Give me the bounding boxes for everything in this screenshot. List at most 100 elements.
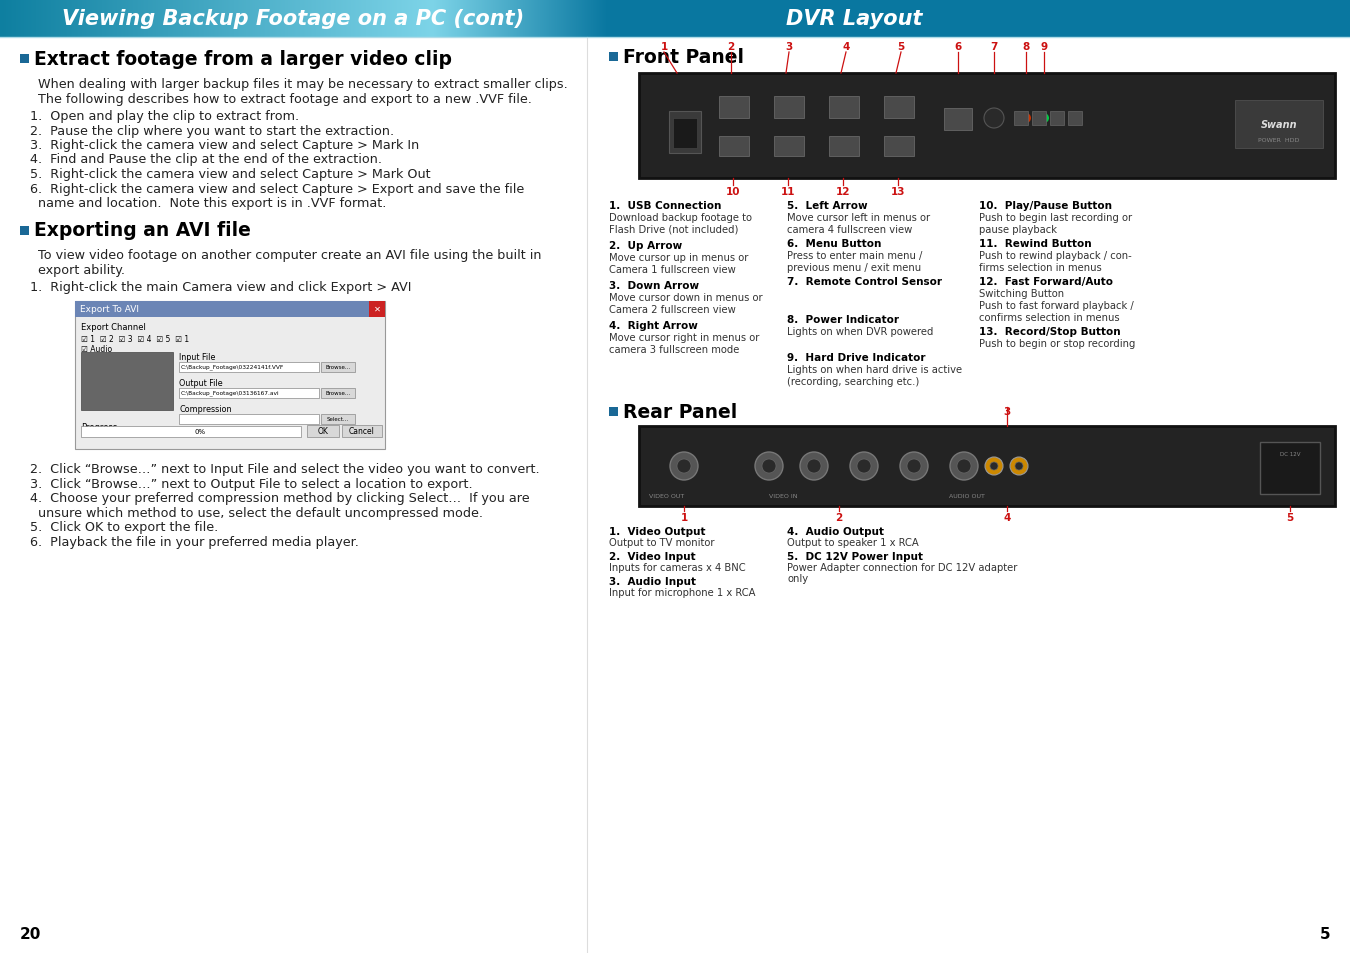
Text: Browse...: Browse... [325,365,351,370]
Text: 0%: 0% [194,429,205,435]
Text: firms selection in menus: firms selection in menus [979,263,1102,273]
Bar [1260,442,1320,495]
Bar [321,414,355,424]
Text: 8: 8 [1022,42,1030,52]
Text: OK: OK [317,427,328,436]
Text: 2.  Pause the clip where you want to start the extraction.: 2. Pause the clip where you want to star… [30,125,394,137]
Circle shape [755,453,783,480]
Bar [81,426,301,437]
Text: Compression: Compression [180,404,231,413]
Text: 7: 7 [991,42,998,52]
Bar [944,109,972,131]
Text: 2.  Up Arrow: 2. Up Arrow [609,241,682,251]
Text: 4.  Choose your preferred compression method by clicking Select…  If you are: 4. Choose your preferred compression met… [30,492,529,505]
Text: 12.  Fast Forward/Auto: 12. Fast Forward/Auto [979,276,1112,287]
Circle shape [1015,462,1023,471]
Text: 1.  Open and play the clip to extract from.: 1. Open and play the clip to extract fro… [30,110,300,123]
Text: ☑ Audio: ☑ Audio [81,344,112,354]
Text: 11: 11 [780,187,795,196]
Text: 1.  Video Output: 1. Video Output [609,526,706,537]
Text: 6.  Right-click the camera view and select Capture > Export and save the file: 6. Right-click the camera view and selec… [30,182,524,195]
Circle shape [950,453,977,480]
Bar [829,97,859,119]
Circle shape [907,459,921,474]
Text: Extract footage from a larger video clip: Extract footage from a larger video clip [34,50,452,69]
Text: DVR Layout: DVR Layout [786,9,922,29]
Text: 2: 2 [836,513,842,522]
Text: 3: 3 [1003,407,1011,416]
Text: Move cursor left in menus or: Move cursor left in menus or [787,213,930,223]
Text: Export To AVI: Export To AVI [80,305,139,314]
Text: 5.  Left Arrow: 5. Left Arrow [787,201,868,211]
Text: Output File: Output File [180,378,223,387]
Text: 5: 5 [1287,513,1293,522]
Circle shape [850,453,878,480]
Circle shape [900,453,927,480]
Bar [1031,112,1046,126]
Text: When dealing with larger backup files it may be necessary to extract smaller cli: When dealing with larger backup files it… [38,78,568,91]
Text: Power Adapter connection for DC 12V adapter: Power Adapter connection for DC 12V adap… [787,562,1018,573]
Text: 10.  Play/Pause Button: 10. Play/Pause Button [979,201,1112,211]
Bar [774,137,805,157]
Text: 13: 13 [891,187,906,196]
Text: DC 12V: DC 12V [1280,452,1300,456]
Text: 7.  Remote Control Sensor: 7. Remote Control Sensor [787,276,942,287]
Text: 9.  Hard Drive Indicator: 9. Hard Drive Indicator [787,353,926,363]
Text: 3: 3 [786,42,792,52]
Text: Input File: Input File [180,352,216,361]
Text: 11.  Rewind Button: 11. Rewind Button [979,239,1092,249]
Text: 6.  Menu Button: 6. Menu Button [787,239,882,249]
Text: 1.  USB Connection: 1. USB Connection [609,201,721,211]
Text: 1: 1 [660,42,668,52]
Text: Output to speaker 1 x RCA: Output to speaker 1 x RCA [787,537,919,547]
Text: Exporting an AVI file: Exporting an AVI file [34,221,251,240]
Text: 13.  Record/Stop Button: 13. Record/Stop Button [979,327,1120,336]
Text: Flash Drive (not included): Flash Drive (not included) [609,225,738,234]
Text: 4.  Find and Pause the clip at the end of the extraction.: 4. Find and Pause the clip at the end of… [30,153,382,167]
Bar [81,352,173,410]
Text: ☑ 1  ☑ 2  ☑ 3  ☑ 4  ☑ 5  ☑ 1: ☑ 1 ☑ 2 ☑ 3 ☑ 4 ☑ 5 ☑ 1 [81,335,189,343]
Text: 5.  DC 12V Power Input: 5. DC 12V Power Input [787,552,923,561]
Text: Export Channel: Export Channel [81,323,146,333]
Text: 8.  Power Indicator: 8. Power Indicator [787,314,899,325]
Bar [639,427,1335,506]
Text: 10: 10 [726,187,740,196]
Text: Swann: Swann [1261,120,1297,130]
Circle shape [984,109,1004,129]
Text: Output to TV monitor: Output to TV monitor [609,537,714,547]
Text: Inputs for cameras x 4 BNC: Inputs for cameras x 4 BNC [609,562,745,573]
Bar [1068,112,1081,126]
Text: pause playback: pause playback [979,225,1057,234]
Circle shape [1021,113,1031,124]
Circle shape [986,457,1003,476]
Bar [180,388,319,398]
Bar [321,388,355,398]
Text: camera 3 fullscreen mode: camera 3 fullscreen mode [609,345,740,355]
Text: previous menu / exit menu: previous menu / exit menu [787,263,921,273]
Text: 4.  Audio Output: 4. Audio Output [787,526,884,537]
Text: Move cursor up in menus or: Move cursor up in menus or [609,253,748,263]
Text: 5: 5 [898,42,904,52]
Bar [1235,101,1323,149]
Text: Push to fast forward playback /: Push to fast forward playback / [979,301,1134,311]
Text: 20: 20 [20,926,42,941]
Text: 3.  Click “Browse…” next to Output File to select a location to export.: 3. Click “Browse…” next to Output File t… [30,477,472,491]
Text: Camera 2 fullscreen view: Camera 2 fullscreen view [609,305,736,314]
Text: Front Panel: Front Panel [622,48,744,67]
Bar [1050,112,1064,126]
Text: (recording, searching etc.): (recording, searching etc.) [787,376,919,387]
Text: only: only [787,574,809,583]
Bar [639,74,1335,179]
Text: 6: 6 [954,42,961,52]
Text: Press to enter main menu /: Press to enter main menu / [787,251,922,261]
Circle shape [676,459,691,474]
Bar [76,301,385,317]
Bar [321,362,355,372]
Text: Push to rewind playback / con-: Push to rewind playback / con- [979,251,1131,261]
Bar [20,226,28,235]
Bar [720,97,749,119]
Text: 4: 4 [842,42,849,52]
Bar [720,137,749,157]
Text: AUDIO OUT: AUDIO OUT [949,494,986,498]
Text: To view video footage on another computer create an AVI file using the built in: To view video footage on another compute… [38,250,541,262]
